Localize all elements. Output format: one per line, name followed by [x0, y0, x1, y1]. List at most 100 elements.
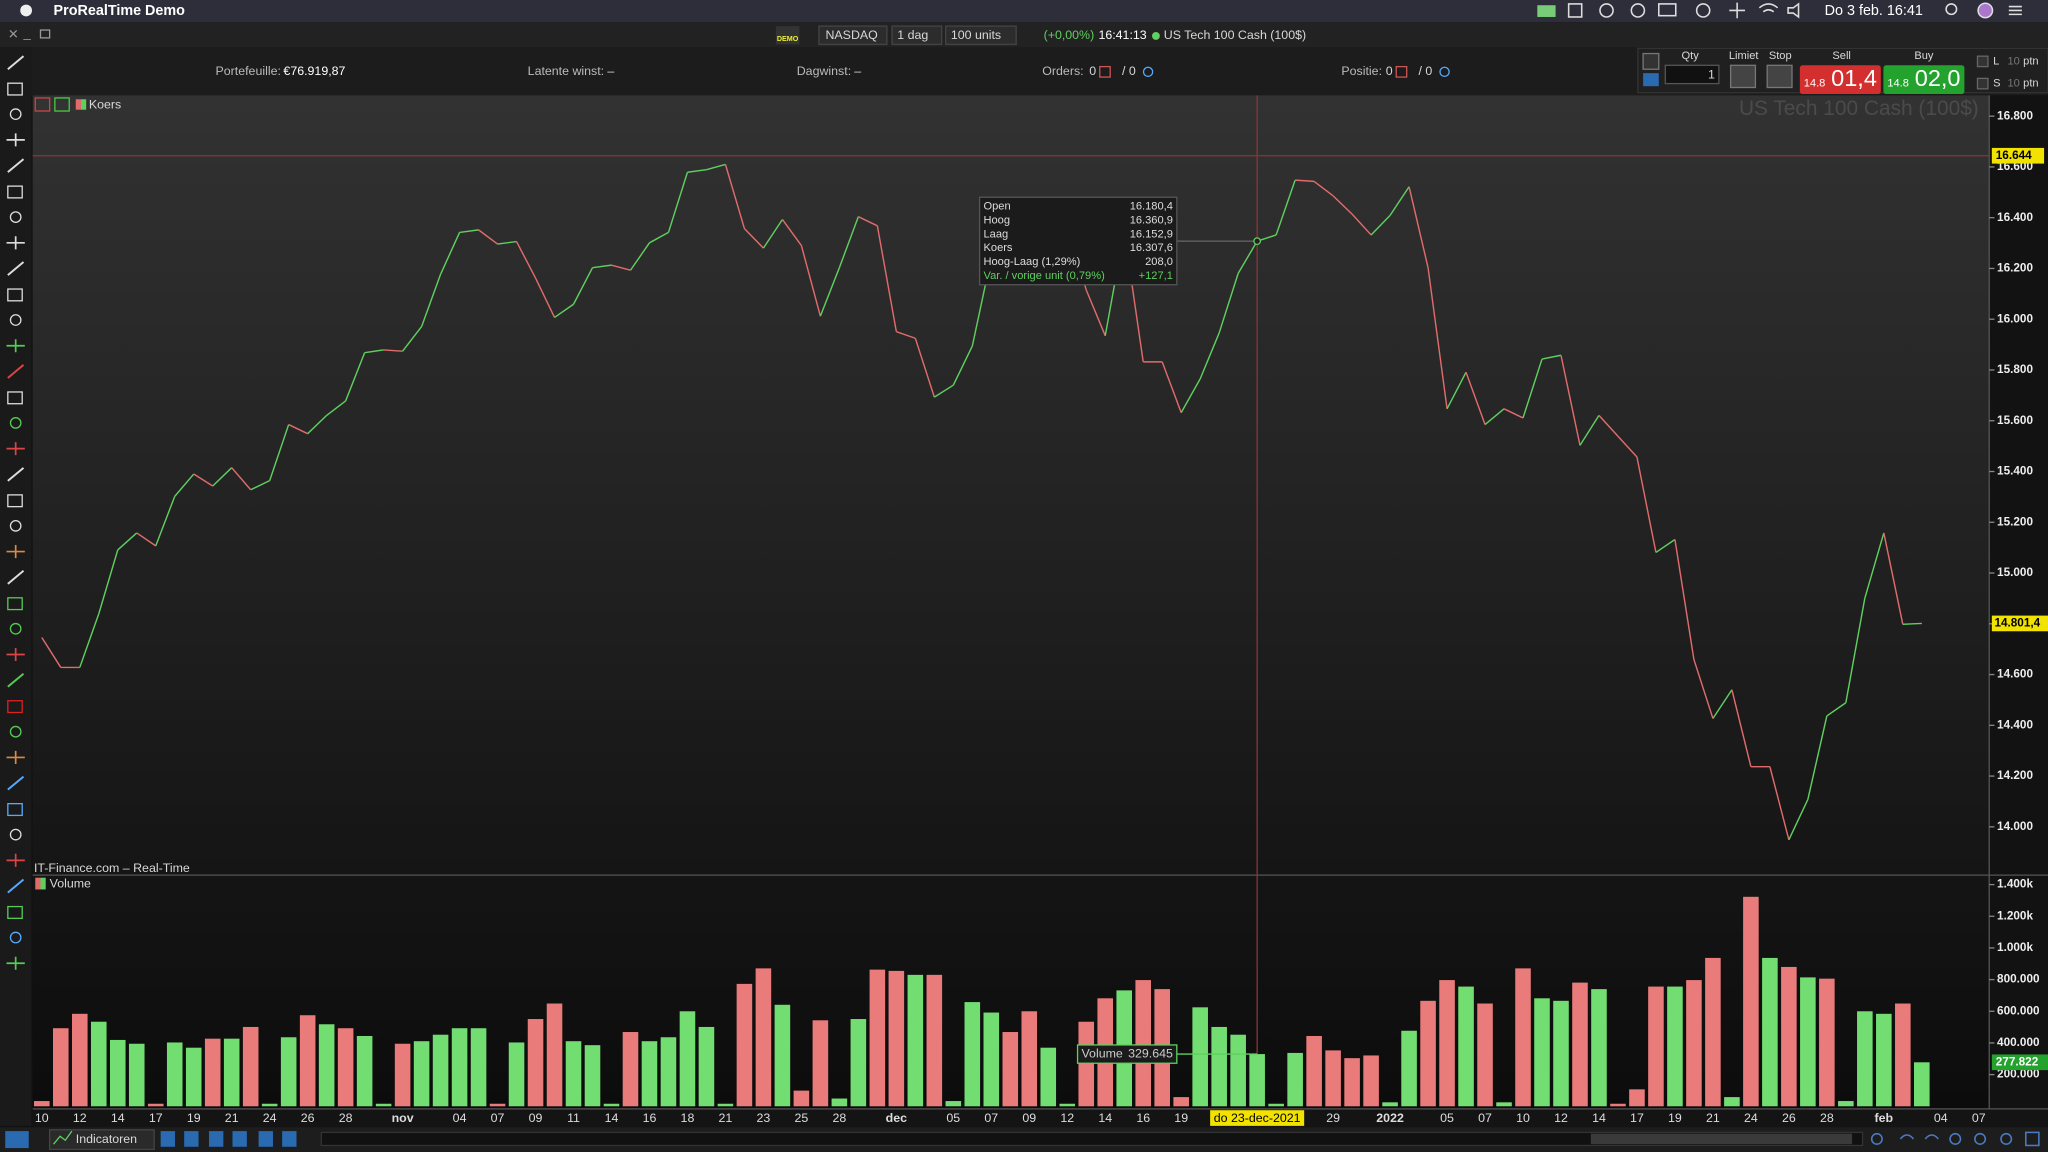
tool-button[interactable]	[6, 647, 25, 662]
tool-button[interactable]	[6, 545, 25, 559]
tool-button[interactable]	[7, 467, 25, 482]
volume-bar	[1306, 1035, 1322, 1107]
volume-bar	[1515, 968, 1531, 1107]
list-button[interactable]	[232, 1131, 247, 1147]
undo-button[interactable]	[1899, 1134, 1915, 1140]
tool-button[interactable]	[9, 314, 22, 326]
tool-button[interactable]	[7, 82, 23, 96]
scroll-thumb[interactable]	[1590, 1133, 1853, 1145]
y-tick-label: 16.800	[1997, 109, 2033, 122]
tool-button[interactable]	[6, 750, 25, 764]
tool-button[interactable]	[6, 236, 25, 250]
layout-button[interactable]	[184, 1131, 199, 1147]
position-icon[interactable]	[1395, 65, 1408, 78]
tool-button[interactable]	[6, 956, 25, 970]
zoom-out[interactable]	[1974, 1132, 1987, 1145]
close-window[interactable]: ✕	[8, 27, 19, 42]
tool-button[interactable]	[9, 519, 22, 532]
alert-button[interactable]	[282, 1131, 297, 1147]
wifi-icon[interactable]	[1758, 3, 1779, 13]
window-button[interactable]	[258, 1131, 273, 1147]
order-tool[interactable]	[1642, 52, 1660, 70]
tool-button[interactable]	[7, 364, 25, 379]
display-icon[interactable]	[1657, 3, 1677, 17]
price-segment	[1484, 408, 1505, 426]
qty-input[interactable]	[1664, 64, 1720, 85]
long-checkbox[interactable]	[1976, 55, 1989, 68]
tool-button[interactable]	[7, 494, 23, 508]
units-select[interactable]	[944, 25, 1017, 46]
orders-settings[interactable]	[1142, 66, 1154, 78]
tool-button[interactable]	[7, 391, 23, 405]
market-select[interactable]	[818, 25, 888, 46]
tool-button[interactable]	[7, 597, 23, 611]
bluetooth-icon[interactable]	[1729, 2, 1745, 19]
tool-button[interactable]	[7, 803, 23, 817]
fit-button[interactable]	[2025, 1131, 2040, 1147]
tool-button[interactable]	[7, 878, 25, 894]
tool-button[interactable]	[7, 672, 25, 688]
tool-button[interactable]	[6, 339, 25, 353]
demo-badge: DEMO	[777, 35, 799, 43]
sell-button[interactable]	[1799, 65, 1881, 95]
legend-price[interactable]: Koers	[89, 97, 121, 111]
tool-button[interactable]	[9, 211, 22, 223]
tool-button[interactable]	[6, 853, 25, 867]
sound-icon[interactable]	[1787, 2, 1800, 19]
stop-button[interactable]	[1766, 64, 1793, 89]
tool-button[interactable]	[7, 158, 25, 173]
demo-status-icon[interactable]	[1537, 5, 1556, 17]
orders-icon[interactable]	[1099, 65, 1111, 78]
scrollbar[interactable]	[320, 1131, 1864, 1147]
tool-button[interactable]	[9, 725, 22, 738]
keyboard-tool[interactable]	[1643, 73, 1659, 87]
tool-button[interactable]	[7, 700, 23, 714]
buy-button[interactable]	[1883, 65, 1965, 95]
minimize-window[interactable]: _	[23, 25, 32, 40]
tool-button[interactable]	[7, 570, 25, 585]
tool-button[interactable]	[7, 185, 23, 199]
long-points[interactable]: 10	[2008, 55, 2020, 67]
short-points[interactable]: 10	[2008, 78, 2020, 90]
tool-button[interactable]	[9, 622, 22, 635]
tool-button[interactable]	[9, 108, 22, 121]
zoom-in[interactable]	[2000, 1132, 2013, 1145]
search-icon[interactable]	[1945, 3, 1958, 16]
control-center-icon[interactable]	[2008, 5, 2022, 16]
legend-volume[interactable]: Volume	[50, 877, 91, 891]
price-segment	[800, 245, 822, 317]
tool-button[interactable]	[6, 442, 25, 456]
info-icon[interactable]	[1599, 3, 1614, 18]
dropbox-icon[interactable]	[1567, 3, 1583, 18]
clock[interactable]: Do 3 feb. 16:41	[1825, 3, 1923, 19]
period-select[interactable]	[891, 25, 943, 46]
tool-button[interactable]	[7, 261, 25, 276]
close-panel[interactable]	[34, 97, 51, 112]
redo-button[interactable]	[1924, 1134, 1939, 1140]
tool-button[interactable]	[9, 828, 22, 841]
maximize-window[interactable]	[39, 29, 51, 39]
tool-button[interactable]	[7, 55, 25, 70]
position-settings[interactable]	[1439, 66, 1450, 78]
tool-button[interactable]	[7, 775, 25, 791]
chart-type-button[interactable]	[5, 1131, 29, 1149]
price-segment	[858, 216, 878, 227]
panel-settings[interactable]	[54, 97, 70, 112]
tool-button[interactable]	[7, 905, 23, 919]
indicators-button[interactable]	[48, 1129, 155, 1151]
tool-button[interactable]	[9, 931, 22, 944]
tool-button[interactable]	[7, 288, 23, 302]
short-checkbox[interactable]	[1976, 77, 1989, 90]
tool-button[interactable]	[9, 417, 22, 429]
siri-icon[interactable]	[1977, 2, 1994, 19]
calendar-button[interactable]	[1870, 1132, 1883, 1145]
time-machine-icon[interactable]	[1695, 3, 1711, 18]
sync-icon[interactable]	[1630, 3, 1646, 18]
table-button[interactable]	[208, 1131, 224, 1147]
zoom-reset[interactable]	[1949, 1132, 1962, 1145]
apple-icon[interactable]	[20, 4, 32, 17]
app-name[interactable]: ProRealTime Demo	[54, 3, 186, 19]
limit-button[interactable]	[1729, 64, 1757, 89]
tool-button[interactable]	[6, 133, 25, 147]
share-button[interactable]	[160, 1131, 176, 1147]
